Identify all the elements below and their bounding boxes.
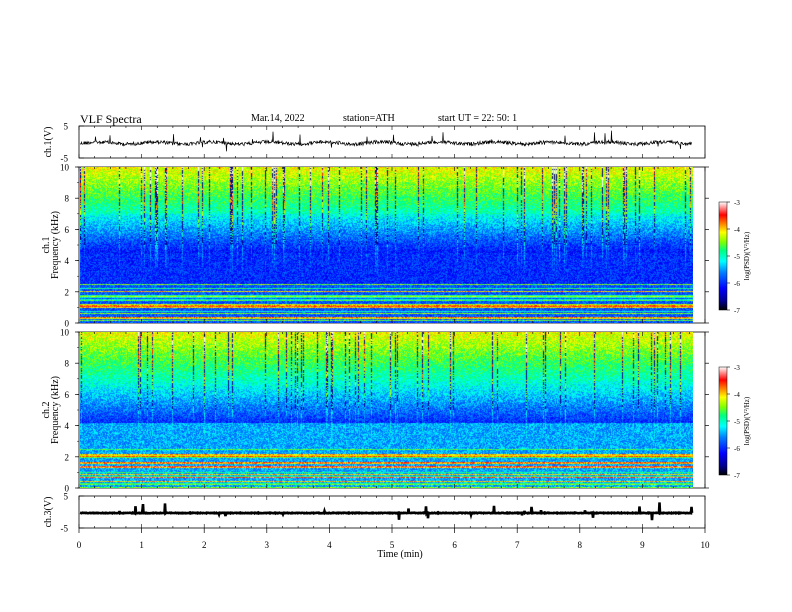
ch2-colorbar: -3 -4 -5 -6 -7 log(PSD)(V²/Hz) <box>718 364 751 480</box>
colorbar-tick-label: -5 <box>734 253 740 261</box>
y-tick-label: 8 <box>65 194 70 204</box>
ch1-spec-ylabel-channel: ch.1 <box>41 237 52 254</box>
colorbar-tick-label: -3 <box>734 364 740 372</box>
ch1-colorbar-scale <box>718 201 728 311</box>
x-tick-label: 7 <box>515 540 520 550</box>
y-tick-label: 5 <box>64 122 69 132</box>
x-tick-label: 2 <box>202 540 207 550</box>
y-tick-label: 10 <box>60 328 70 338</box>
ch3-ylabel: ch.3(V) <box>43 497 54 528</box>
ch1-waveform-trace <box>79 130 693 152</box>
ch2-spectrogram-panel: 0 2 4 6 8 10 ch.2 Frequency (kHz) <box>41 328 709 494</box>
colorbar-tick-label: -6 <box>734 280 740 288</box>
colorbar-tick-label: -6 <box>734 445 740 453</box>
x-tick-label: 4 <box>327 540 332 550</box>
y-tick-label: 8 <box>65 359 70 369</box>
x-tick-label: 6 <box>452 540 457 550</box>
start-ut-label: start UT = 22: 50: 1 <box>438 113 518 124</box>
ch2-colorbar-label: log(PSD)(V²/Hz) <box>743 396 751 445</box>
colorbar-tick-label: -3 <box>734 199 740 207</box>
x-tick-label: 3 <box>265 540 270 550</box>
y-tick-label: 0 <box>65 484 70 494</box>
x-tick-label: 1 <box>139 540 144 550</box>
y-tick-label: -5 <box>61 524 69 534</box>
y-tick-label: 6 <box>65 390 70 400</box>
colorbar-tick-label: -4 <box>734 391 740 399</box>
y-tick-label: 10 <box>60 163 70 173</box>
ch3-waveform-trace <box>79 502 694 521</box>
ch2-colorbar-scale <box>718 366 728 476</box>
x-axis-ticks: 0 1 2 3 4 5 6 7 8 9 10 <box>77 126 710 550</box>
ch1-y-ticks: 5 -5 <box>61 122 84 164</box>
y-tick-label: 2 <box>65 452 70 462</box>
ch1-spectrogram-image <box>80 167 693 323</box>
x-tick-label: 10 <box>701 540 711 550</box>
ch2-spectrogram-image <box>80 332 693 488</box>
ch1-spec-y-ticks: 0 2 4 6 8 10 <box>60 163 709 329</box>
y-tick-label: 5 <box>64 492 69 502</box>
date-label: Mar.14, 2022 <box>251 113 305 124</box>
chart-title: VLF Spectra <box>80 112 142 126</box>
colorbar-tick-label: -7 <box>734 307 740 315</box>
ch1-ylabel: ch.1(V) <box>43 127 54 158</box>
ch3-waveform-panel: 5 -5 ch.3(V) 0 1 2 3 4 5 6 7 8 9 10 Time (min) <box>43 126 710 560</box>
ch2-colorbar-ticks: -3 -4 -5 -6 -7 <box>727 364 740 480</box>
colorbar-tick-label: -5 <box>734 418 740 426</box>
y-tick-label: 4 <box>65 256 70 266</box>
station-label: station=ATH <box>343 113 395 124</box>
x-tick-label: 0 <box>77 540 82 550</box>
ch1-colorbar-ticks: -3 -4 -5 -6 -7 <box>727 199 740 315</box>
colorbar-tick-label: -4 <box>734 226 740 234</box>
x-tick-label: 9 <box>640 540 645 550</box>
y-tick-label: 0 <box>65 319 70 329</box>
x-axis-label: Time (min) <box>377 549 422 560</box>
ch1-spectrogram-panel: 0 2 4 6 8 10 ch.1 Frequency (kHz) <box>41 163 709 329</box>
ch2-spec-y-ticks: 0 2 4 6 8 10 <box>60 328 709 494</box>
ch1-colorbar: -3 -4 -5 -6 -7 log(PSD)(V²/Hz) <box>718 199 751 315</box>
y-tick-label: -5 <box>61 154 69 164</box>
x-tick-label: 5 <box>390 540 395 550</box>
ch1-colorbar-label: log(PSD)(V²/Hz) <box>743 231 751 280</box>
ch1-waveform-panel: 5 -5 ch.1(V) <box>43 122 706 164</box>
x-tick-label: 8 <box>578 540 583 550</box>
ch1-spec-ylabel-frequency: Frequency (kHz) <box>50 211 61 279</box>
y-tick-label: 2 <box>65 287 70 297</box>
y-tick-label: 4 <box>65 421 70 431</box>
colorbar-tick-label: -7 <box>734 472 740 480</box>
ch2-spec-ylabel-frequency: Frequency (kHz) <box>50 376 61 444</box>
ch3-y-ticks: 5 -5 <box>61 492 84 534</box>
ch2-spec-ylabel-channel: ch.2 <box>41 402 52 419</box>
y-tick-label: 6 <box>65 225 70 235</box>
